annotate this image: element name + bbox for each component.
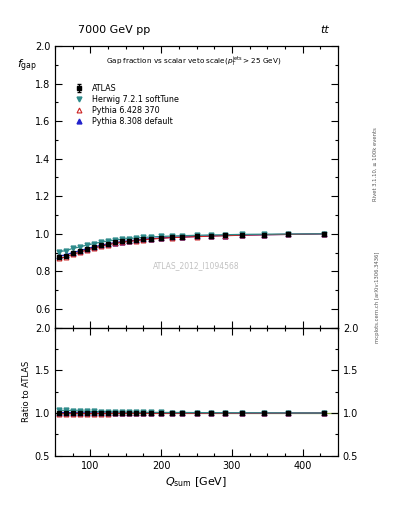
Pythia 8.308 default: [169, 234, 174, 241]
Herwig 7.2.1 softTune: [106, 238, 110, 244]
Herwig 7.2.1 softTune: [286, 231, 291, 237]
Herwig 7.2.1 softTune: [70, 245, 75, 251]
Y-axis label: $f_{\rm gap}$: $f_{\rm gap}$: [17, 57, 37, 74]
Text: 7000 GeV pp: 7000 GeV pp: [78, 25, 150, 35]
Text: Rivet 3.1.10, ≥ 100k events: Rivet 3.1.10, ≥ 100k events: [373, 127, 378, 201]
Herwig 7.2.1 softTune: [63, 248, 68, 254]
Pythia 6.428 370: [106, 242, 110, 248]
Herwig 7.2.1 softTune: [141, 234, 146, 241]
Pythia 8.308 default: [99, 242, 103, 248]
Pythia 6.428 370: [92, 245, 96, 251]
Pythia 8.308 default: [134, 237, 139, 243]
Herwig 7.2.1 softTune: [240, 231, 245, 238]
Pythia 6.428 370: [159, 235, 163, 241]
Pythia 8.308 default: [63, 252, 68, 258]
Line: Herwig 7.2.1 softTune: Herwig 7.2.1 softTune: [56, 231, 326, 254]
Y-axis label: Ratio to ATLAS: Ratio to ATLAS: [22, 361, 31, 422]
Pythia 6.428 370: [321, 231, 326, 237]
Pythia 8.308 default: [208, 233, 213, 239]
Pythia 6.428 370: [180, 234, 185, 240]
Pythia 8.308 default: [92, 244, 96, 250]
Pythia 8.308 default: [56, 253, 61, 259]
Herwig 7.2.1 softTune: [84, 242, 89, 248]
Pythia 6.428 370: [169, 234, 174, 241]
Pythia 6.428 370: [240, 232, 245, 238]
Pythia 6.428 370: [56, 255, 61, 261]
Herwig 7.2.1 softTune: [120, 236, 125, 242]
Herwig 7.2.1 softTune: [127, 236, 132, 242]
Pythia 6.428 370: [208, 233, 213, 239]
Text: Gap fraction vs scalar veto scale($p_T^{\rm jets}>25$ GeV): Gap fraction vs scalar veto scale($p_T^{…: [106, 55, 281, 68]
Pythia 8.308 default: [84, 246, 89, 252]
Herwig 7.2.1 softTune: [134, 235, 139, 241]
Herwig 7.2.1 softTune: [113, 237, 118, 243]
Pythia 6.428 370: [141, 237, 146, 243]
Pythia 8.308 default: [261, 231, 266, 238]
Herwig 7.2.1 softTune: [56, 249, 61, 255]
Pythia 6.428 370: [113, 240, 118, 246]
Pythia 8.308 default: [141, 236, 146, 242]
Pythia 8.308 default: [240, 232, 245, 238]
Pythia 6.428 370: [99, 243, 103, 249]
Pythia 6.428 370: [84, 247, 89, 253]
Pythia 8.308 default: [180, 234, 185, 240]
Pythia 6.428 370: [222, 232, 227, 239]
Pythia 6.428 370: [134, 238, 139, 244]
Line: Pythia 8.308 default: Pythia 8.308 default: [56, 231, 326, 259]
Pythia 8.308 default: [321, 231, 326, 237]
Pythia 6.428 370: [63, 254, 68, 260]
Pythia 8.308 default: [113, 240, 118, 246]
Pythia 6.428 370: [148, 236, 153, 242]
Pythia 8.308 default: [120, 239, 125, 245]
Pythia 8.308 default: [77, 248, 82, 254]
Pythia 6.428 370: [286, 231, 291, 238]
Text: ATLAS_2012_I1094568: ATLAS_2012_I1094568: [153, 261, 240, 270]
Text: mcplots.cern.ch [arXiv:1306.3436]: mcplots.cern.ch [arXiv:1306.3436]: [375, 251, 380, 343]
Text: tt: tt: [321, 25, 329, 35]
Pythia 8.308 default: [127, 238, 132, 244]
Herwig 7.2.1 softTune: [169, 233, 174, 239]
Herwig 7.2.1 softTune: [99, 239, 103, 245]
Herwig 7.2.1 softTune: [180, 232, 185, 239]
Pythia 8.308 default: [148, 236, 153, 242]
Pythia 8.308 default: [70, 249, 75, 255]
Herwig 7.2.1 softTune: [321, 231, 326, 237]
Pythia 8.308 default: [222, 232, 227, 239]
Herwig 7.2.1 softTune: [261, 231, 266, 237]
Pythia 8.308 default: [159, 235, 163, 241]
Herwig 7.2.1 softTune: [208, 232, 213, 238]
Herwig 7.2.1 softTune: [92, 241, 96, 247]
Pythia 8.308 default: [194, 233, 199, 240]
Pythia 6.428 370: [77, 249, 82, 255]
Legend: ATLAS, Herwig 7.2.1 softTune, Pythia 6.428 370, Pythia 8.308 default: ATLAS, Herwig 7.2.1 softTune, Pythia 6.4…: [70, 84, 179, 126]
Herwig 7.2.1 softTune: [159, 233, 163, 240]
Line: Pythia 6.428 370: Pythia 6.428 370: [56, 231, 326, 261]
X-axis label: $Q_{\rm sum}$ [GeV]: $Q_{\rm sum}$ [GeV]: [165, 475, 228, 488]
Pythia 6.428 370: [261, 231, 266, 238]
Pythia 6.428 370: [70, 251, 75, 258]
Pythia 6.428 370: [194, 233, 199, 240]
Herwig 7.2.1 softTune: [148, 234, 153, 240]
Pythia 8.308 default: [286, 231, 291, 238]
Pythia 6.428 370: [120, 239, 125, 245]
Pythia 6.428 370: [127, 238, 132, 244]
Herwig 7.2.1 softTune: [222, 231, 227, 238]
Pythia 8.308 default: [106, 241, 110, 247]
Herwig 7.2.1 softTune: [194, 232, 199, 239]
Herwig 7.2.1 softTune: [77, 244, 82, 250]
